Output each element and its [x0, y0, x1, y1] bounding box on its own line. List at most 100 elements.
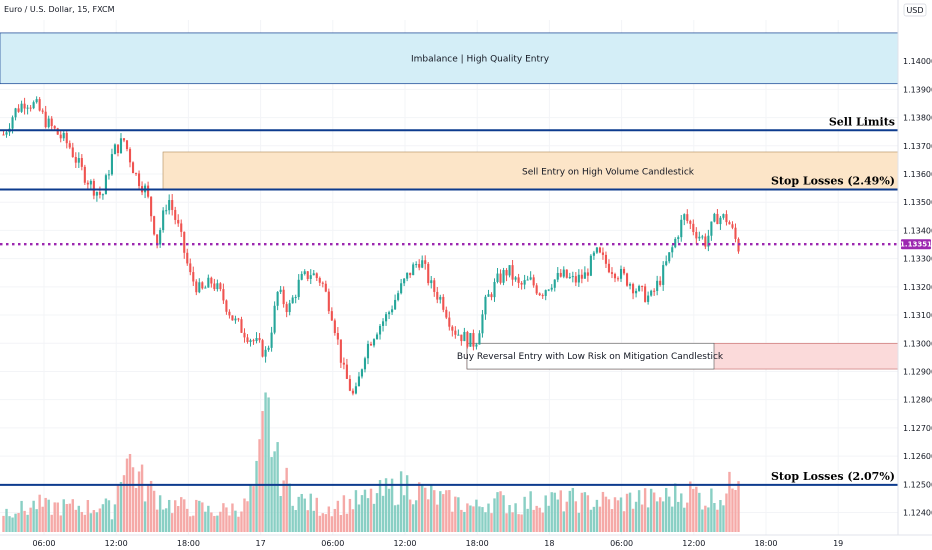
volume-bar: [475, 499, 478, 532]
volume-bar: [652, 492, 656, 532]
volume-bar: [158, 495, 162, 532]
candle-body: [472, 333, 475, 347]
volume-bar: [728, 471, 731, 532]
candle-body: [571, 276, 574, 278]
time-tick-label: 12:00: [682, 539, 705, 548]
price-axis[interactable]: [898, 0, 932, 550]
price-tick-label: 1.14000: [903, 57, 932, 66]
candle-body: [309, 275, 312, 279]
volume-bar: [460, 509, 463, 532]
volume-bar: [369, 488, 373, 532]
candle-body: [98, 191, 101, 195]
candle-body: [394, 299, 397, 310]
volume-bar: [381, 495, 385, 532]
volume-bar: [303, 498, 306, 532]
candle-body: [375, 334, 379, 340]
candle-body: [641, 285, 644, 287]
candle-body: [189, 263, 192, 273]
candle-body: [577, 274, 580, 283]
volume-bar: [324, 514, 328, 532]
candle-body: [457, 334, 460, 336]
volume-bar: [291, 505, 294, 532]
stop-losses-bottom-label: Stop Losses (2.07%): [771, 470, 895, 483]
candle-body: [354, 386, 357, 394]
candle-body: [638, 285, 641, 291]
volume-bar: [192, 515, 195, 532]
candle-body: [339, 339, 342, 363]
volume-bar: [628, 492, 632, 532]
candle-body: [625, 273, 629, 286]
volume-bar: [375, 493, 379, 532]
volume-bar: [538, 507, 541, 532]
volume-bar: [430, 485, 433, 532]
price-tick-label: 1.13600: [903, 170, 932, 179]
volume-bar: [664, 487, 668, 532]
volume-bar: [643, 488, 647, 532]
candle-body: [535, 285, 538, 294]
volume-bar: [478, 506, 481, 532]
sell-entry-zone[interactable]: [162, 151, 899, 190]
volume-bar: [95, 512, 99, 532]
candle-body: [665, 261, 668, 266]
candle-body: [213, 283, 216, 290]
volume-bar: [345, 513, 349, 532]
candle-body: [26, 107, 29, 109]
candle-body: [237, 318, 240, 320]
candle-body: [607, 263, 611, 273]
volume-bar: [56, 502, 59, 532]
candle-body: [107, 174, 110, 176]
candle-body: [613, 273, 617, 279]
candle-body: [366, 343, 370, 359]
candle-body: [372, 339, 376, 346]
candle-body: [279, 289, 282, 292]
candle-body: [44, 111, 47, 128]
currency-box[interactable]: [903, 3, 927, 17]
volume-bar: [484, 512, 487, 532]
imbalance-zone[interactable]: [0, 32, 899, 85]
candle-body: [65, 132, 68, 144]
candle-body: [436, 291, 439, 300]
volume-bar: [279, 496, 282, 532]
volume-bar: [41, 506, 44, 532]
volume-bar: [469, 505, 472, 532]
volume-bar: [285, 467, 288, 532]
volume-bar: [128, 453, 132, 532]
volume-bar: [363, 489, 367, 532]
candle-body: [695, 231, 698, 239]
candle-body: [276, 291, 279, 306]
candle-body: [433, 280, 436, 292]
candle-body: [656, 280, 659, 291]
volume-bar: [646, 507, 650, 532]
volume-bar: [526, 508, 529, 532]
current-price-tag: [901, 239, 931, 250]
candle-body: [418, 264, 421, 268]
time-tick-label: 18:00: [466, 539, 489, 548]
volume-bar: [424, 487, 427, 532]
volume-bar: [553, 492, 556, 532]
volume-bar: [216, 515, 219, 532]
volume-bar: [677, 501, 680, 532]
volume-bar: [622, 511, 626, 532]
price-tick-label: 1.12900: [903, 367, 932, 376]
candle-body: [222, 289, 225, 301]
candle-body: [635, 290, 638, 294]
candle-body: [586, 272, 589, 276]
candle-body: [622, 268, 626, 274]
volume-bar: [113, 504, 117, 532]
candle-body: [330, 311, 333, 321]
candle-body: [228, 311, 231, 316]
candle-body: [409, 272, 412, 276]
candle-body: [689, 220, 692, 224]
candle-body: [333, 320, 336, 334]
volume-bar: [339, 515, 343, 532]
candle-body: [592, 252, 595, 256]
sell-entry-zone-label: Sell Entry on High Volume Candlestick: [522, 168, 695, 178]
candle-body: [448, 317, 451, 327]
candle-body: [707, 235, 710, 247]
candle-body: [243, 332, 246, 338]
volume-bar: [451, 511, 454, 532]
volume-bar: [180, 497, 183, 532]
candle-body: [439, 296, 442, 300]
candle-body: [466, 331, 469, 347]
